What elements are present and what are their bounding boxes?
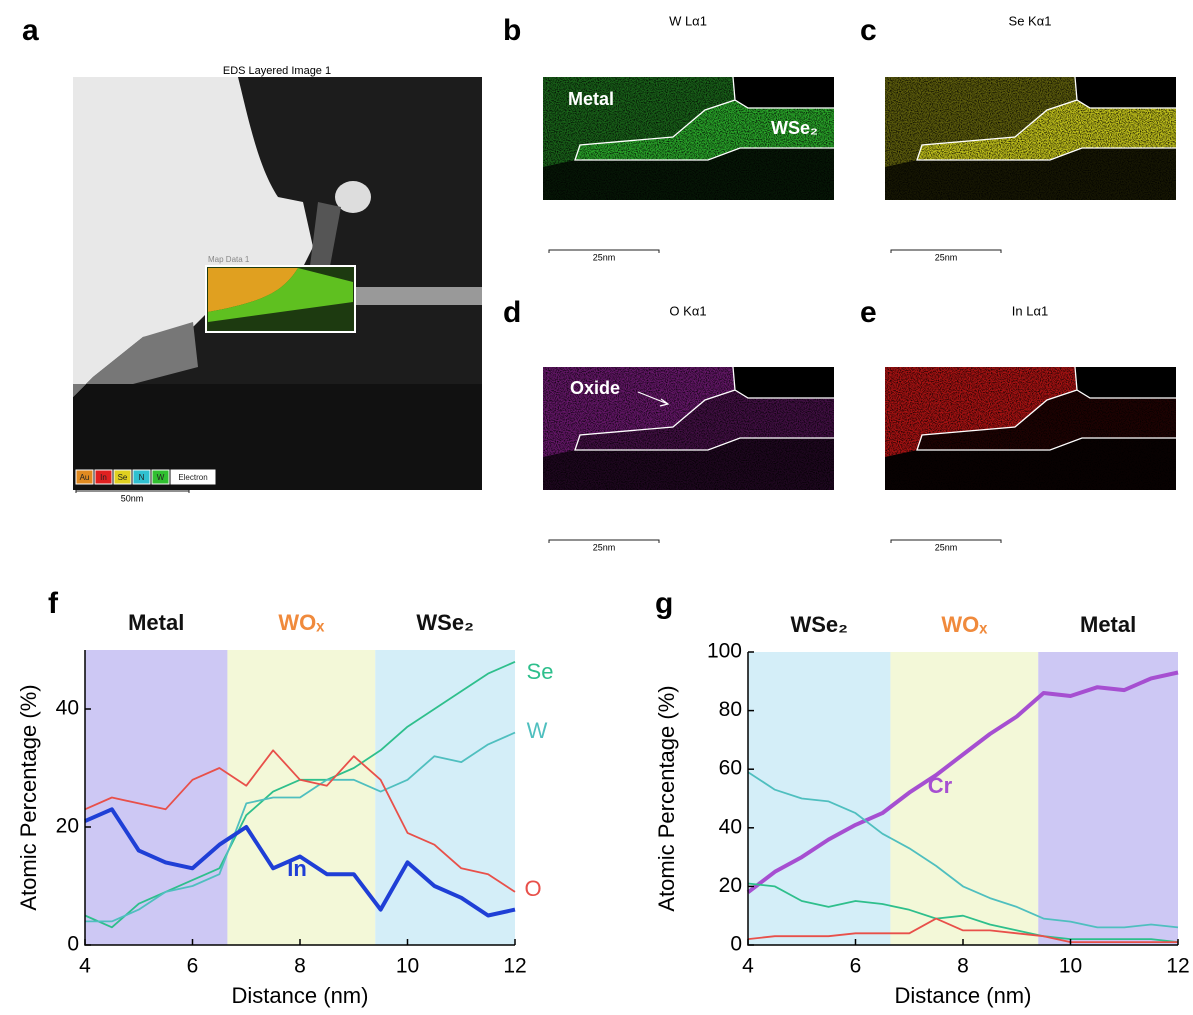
map-annotation: Oxide bbox=[570, 378, 620, 398]
eds-image: Map Data 1 Au In Se N W Electron bbox=[73, 77, 482, 490]
y-axis-label: Atomic Percentage (%) bbox=[654, 685, 679, 911]
panel-letter: e bbox=[860, 296, 877, 329]
x-tick-label: 10 bbox=[1059, 955, 1082, 978]
x-tick-label: 8 bbox=[294, 955, 306, 978]
panel-letter: f bbox=[48, 587, 59, 620]
series-label: In bbox=[287, 856, 307, 881]
inset-label: Map Data 1 bbox=[208, 255, 250, 264]
chip-label: In bbox=[100, 473, 107, 482]
x-tick-label: 4 bbox=[79, 955, 91, 978]
map-title: In Lα1 bbox=[1012, 303, 1048, 318]
y-axis-label: Atomic Percentage (%) bbox=[16, 684, 41, 910]
panel-letter: c bbox=[860, 14, 877, 47]
eds-map bbox=[885, 77, 1176, 200]
y-tick-label: 80 bbox=[719, 698, 742, 721]
scale-label: 25nm bbox=[935, 542, 958, 552]
map-title: W Lα1 bbox=[669, 13, 707, 28]
chip-label: Se bbox=[118, 473, 128, 482]
y-tick-label: 40 bbox=[719, 815, 742, 838]
speckle bbox=[885, 77, 1176, 200]
panel-letter: g bbox=[655, 587, 673, 620]
chip-label: N bbox=[139, 473, 145, 482]
y-tick-label: 40 bbox=[56, 697, 79, 720]
x-tick-label: 12 bbox=[1166, 955, 1189, 978]
scale-label: 25nm bbox=[593, 252, 616, 262]
figure: a EDS Layered Image 1 Map Data 1 Au In Se N W El… bbox=[0, 0, 1193, 1010]
y-tick-label: 0 bbox=[67, 933, 79, 956]
speckle bbox=[885, 367, 1176, 490]
x-tick-label: 10 bbox=[396, 955, 419, 978]
map-title: O Kα1 bbox=[669, 303, 706, 318]
x-tick-label: 6 bbox=[850, 955, 862, 978]
eds-map: Metal WSe₂ bbox=[543, 77, 834, 200]
map-annotation: Metal bbox=[568, 89, 614, 109]
region-label: Metal bbox=[1080, 612, 1136, 637]
panel-letter: d bbox=[503, 296, 521, 329]
x-axis-label: Distance (nm) bbox=[232, 983, 369, 1008]
eds-map bbox=[885, 367, 1176, 490]
map-annotation: WSe₂ bbox=[771, 118, 818, 138]
scale-label: 25nm bbox=[935, 252, 958, 262]
panel-letter: b bbox=[503, 14, 521, 47]
region bbox=[85, 650, 227, 945]
x-tick-label: 12 bbox=[503, 955, 526, 978]
x-axis-label: Distance (nm) bbox=[895, 983, 1032, 1008]
region-label: WSe₂ bbox=[416, 610, 473, 635]
chip-label: W bbox=[157, 473, 165, 482]
chip-label: Electron bbox=[178, 473, 207, 482]
region bbox=[748, 652, 890, 945]
y-tick-label: 100 bbox=[707, 640, 742, 663]
scale-label: 50nm bbox=[121, 493, 144, 503]
region-label: WOₓ bbox=[941, 612, 988, 637]
scale-label: 25nm bbox=[593, 542, 616, 552]
image-title: EDS Layered Image 1 bbox=[223, 65, 331, 77]
x-tick-label: 8 bbox=[957, 955, 969, 978]
series-label: W bbox=[527, 718, 548, 743]
panel-letter: a bbox=[22, 14, 39, 47]
region bbox=[375, 650, 515, 945]
eds-map: Oxide bbox=[543, 367, 834, 490]
page: a EDS Layered Image 1 Map Data 1 Au In Se N W El… bbox=[0, 0, 1193, 1015]
stripe bbox=[353, 287, 482, 305]
y-tick-label: 20 bbox=[56, 815, 79, 838]
chip-label: Au bbox=[80, 473, 90, 482]
series-label: O bbox=[524, 876, 541, 901]
y-tick-label: 20 bbox=[719, 874, 742, 897]
region-label: WSe₂ bbox=[790, 612, 847, 637]
x-tick-label: 4 bbox=[742, 955, 754, 978]
region bbox=[890, 652, 1038, 945]
region-label: WOₓ bbox=[278, 610, 325, 635]
series-label: Se bbox=[527, 659, 554, 684]
map-title: Se Kα1 bbox=[1009, 13, 1052, 28]
region-label: Metal bbox=[128, 610, 184, 635]
y-tick-label: 0 bbox=[730, 933, 742, 956]
y-tick-label: 60 bbox=[719, 757, 742, 780]
series-label: Cr bbox=[928, 773, 953, 798]
x-tick-label: 6 bbox=[187, 955, 199, 978]
